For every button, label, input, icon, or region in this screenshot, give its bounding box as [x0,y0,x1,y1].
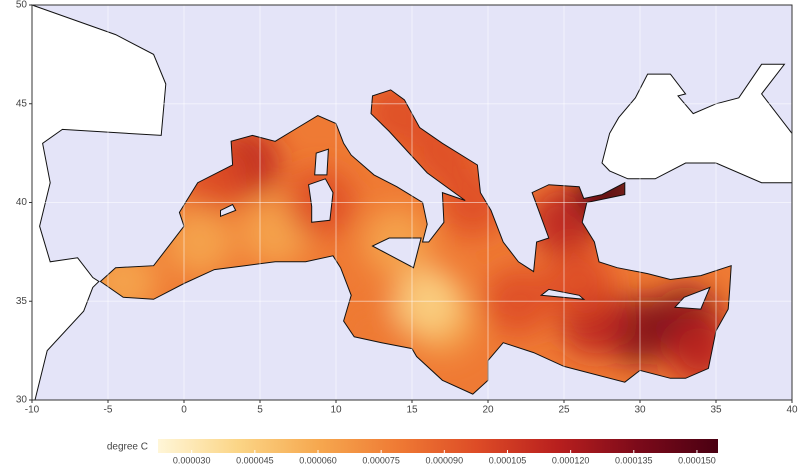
colorbar-tick-label: 0.000045 [236,455,274,465]
heat-blob [545,247,614,316]
island [673,286,711,310]
colorbar-tick-label: 0.000030 [173,455,211,465]
x-tick-label: 5 [257,405,263,416]
x-tick-label: 40 [786,405,798,416]
y-tick-label: 45 [16,98,28,109]
island [539,288,586,300]
island [371,237,422,269]
colorbar-tick-label: 0.000090 [426,455,464,465]
island [308,178,334,223]
x-tick-label: 30 [634,405,646,416]
x-tick-label: 35 [710,405,722,416]
colorbar-tick-label: 0.000150 [678,455,716,465]
island [314,148,329,176]
x-tick-label: 10 [330,405,342,416]
x-tick-label: 0 [181,405,187,416]
x-tick-label: -5 [104,405,113,416]
x-tick-label: 20 [482,405,494,416]
colorbar-tick-label: 0.000075 [362,455,400,465]
black-sea [601,63,793,184]
y-tick-label: 50 [16,0,28,11]
plot-frame [31,4,793,401]
y-tick-label: 30 [16,395,28,406]
island [220,203,237,218]
colorbar-tick-label: 0.000135 [615,455,653,465]
y-tick-label: 35 [16,296,28,307]
x-tick-label: 25 [558,405,570,416]
y-tick-label: 40 [16,197,28,208]
colorbar-tick-label: 0.000105 [489,455,527,465]
colorbar-tick-label: 0.000060 [299,455,337,465]
x-tick-label: -10 [25,405,40,416]
x-tick-label: 15 [406,405,418,416]
colorbar [158,439,718,453]
colorbar-tick-label: 0.000120 [552,455,590,465]
sea-coastline [99,89,732,395]
colorbar-title: degree C [107,442,148,453]
